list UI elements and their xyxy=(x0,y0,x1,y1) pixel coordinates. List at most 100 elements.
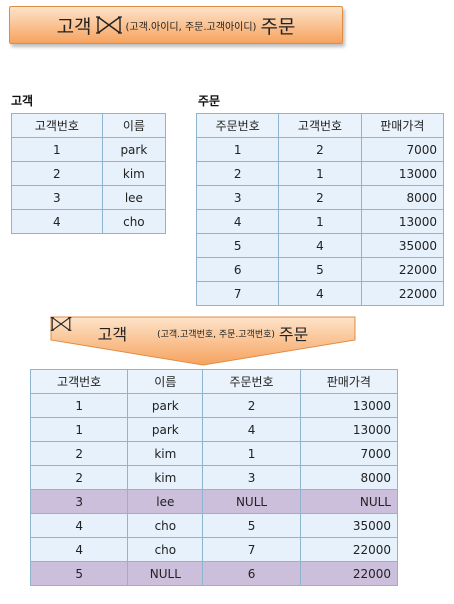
join-expression-banner: 고객 (고객.아이디, 주문.고객아이디) 주문 xyxy=(9,6,343,44)
table-cell: 4 xyxy=(278,233,362,258)
column-header: 주문번호 xyxy=(202,369,301,394)
table-cell: kim xyxy=(127,441,204,466)
column-header: 고객번호 xyxy=(278,113,362,138)
table-cell: 13000 xyxy=(360,209,445,234)
table-cell: 6 xyxy=(195,257,280,282)
column-header: 판매가격 xyxy=(299,369,399,394)
table-cell: 5 xyxy=(195,233,280,258)
table-cell: cho xyxy=(127,537,204,562)
table-cell: 1 xyxy=(11,137,103,162)
table-row: 4 1 13000 xyxy=(195,209,445,234)
table-row: 2 kim xyxy=(11,161,167,186)
column-header: 고객번호 xyxy=(11,113,103,138)
table-cell: 7 xyxy=(195,281,280,306)
banner-right-table: 주문 xyxy=(260,15,296,38)
table-cell: park xyxy=(127,417,204,442)
arrow-right-table: 주문 xyxy=(278,325,309,344)
table-cell: 1 xyxy=(29,393,129,418)
table-cell: 3 xyxy=(11,185,103,210)
orders-table: 주문번호 고객번호 판매가격 1 2 7000 2 1 13000 3 2 8000 4 1 13000 5… xyxy=(195,113,445,306)
table-row: 1 park 2 13000 xyxy=(29,393,399,418)
table-cell: NULL xyxy=(299,489,399,514)
table-cell: 3 xyxy=(29,489,129,514)
table-cell: 2 xyxy=(29,465,129,490)
table-cell: 4 xyxy=(11,209,103,234)
table-cell: 13000 xyxy=(299,393,399,418)
table-cell: 5 xyxy=(29,561,129,586)
table-cell: 2 xyxy=(11,161,103,186)
table-row: 2 kim 1 7000 xyxy=(29,441,399,466)
table-cell: 1 xyxy=(278,209,362,234)
table-cell: 7000 xyxy=(299,441,399,466)
table-cell: kim xyxy=(127,465,204,490)
customers-table: 고객번호 이름 1 park 2 kim 3 lee 4 cho xyxy=(11,113,167,234)
column-header: 이름 xyxy=(127,369,204,394)
table-row: 2 kim 3 8000 xyxy=(29,465,399,490)
full-outer-join-icon xyxy=(50,317,153,341)
orders-table-label: 주문 xyxy=(198,94,221,108)
table-row: 1 park xyxy=(11,137,167,162)
table-row: 4 cho xyxy=(11,209,167,234)
table-row: 7 4 22000 xyxy=(195,281,445,306)
table-cell: 2 xyxy=(29,441,129,466)
table-cell: 4 xyxy=(29,537,129,562)
table-cell: 35000 xyxy=(299,513,399,538)
table-cell: park xyxy=(101,137,167,162)
table-cell: 2 xyxy=(202,393,301,418)
table-cell: 22000 xyxy=(360,281,445,306)
table-cell: 22000 xyxy=(360,257,445,282)
table-cell: 2 xyxy=(195,161,280,186)
table-cell: 4 xyxy=(202,417,301,442)
table-cell: 7 xyxy=(202,537,301,562)
table-cell: 8000 xyxy=(360,185,445,210)
table-row: 3 2 8000 xyxy=(195,185,445,210)
table-cell: 4 xyxy=(278,281,362,306)
table-cell: 2 xyxy=(278,185,362,210)
table-cell: park xyxy=(127,393,204,418)
table-cell: NULL xyxy=(127,561,204,586)
table-cell: cho xyxy=(101,209,167,234)
column-header: 이름 xyxy=(101,113,167,138)
table-cell: 13000 xyxy=(360,161,445,186)
table-row: 2 1 13000 xyxy=(195,161,445,186)
table-cell: 3 xyxy=(202,465,301,490)
table-row: 4 cho 5 35000 xyxy=(29,513,399,538)
table-cell: 1 xyxy=(195,137,280,162)
join-result-arrow: 고객 (고객.고객번호, 주문.고객번호) 주문 xyxy=(50,316,356,366)
table-cell: 2 xyxy=(278,137,362,162)
table-cell: 5 xyxy=(278,257,362,282)
table-cell: 35000 xyxy=(360,233,445,258)
customers-table-label: 고객 xyxy=(11,94,34,108)
table-row: 1 2 7000 xyxy=(195,137,445,162)
table-cell: 5 xyxy=(202,513,301,538)
table-cell: kim xyxy=(101,161,167,186)
arrow-left-table: 고객 xyxy=(97,325,128,344)
table-cell: 1 xyxy=(202,441,301,466)
table-cell: 1 xyxy=(278,161,362,186)
result-table: 고객번호 이름 주문번호 판매가격 1 park 2 13000 1 park 4 13000 2 ki… xyxy=(29,369,399,586)
table-cell: 3 xyxy=(195,185,280,210)
table-cell: 7000 xyxy=(360,137,445,162)
table-cell: lee xyxy=(101,185,167,210)
banner-join-condition: (고객.아이디, 주문.고객아이디) xyxy=(125,21,257,33)
table-cell: 22000 xyxy=(299,561,399,586)
table-cell: 22000 xyxy=(299,537,399,562)
table-cell: lee xyxy=(127,489,204,514)
banner-left-table: 고객 xyxy=(56,15,92,38)
table-row: 5 4 35000 xyxy=(195,233,445,258)
table-cell: cho xyxy=(127,513,204,538)
table-cell: 1 xyxy=(29,417,129,442)
table-row: 5 NULL 6 22000 xyxy=(29,561,399,586)
table-row: 6 5 22000 xyxy=(195,257,445,282)
table-row: 3 lee xyxy=(11,185,167,210)
table-cell: 13000 xyxy=(299,417,399,442)
table-cell: 4 xyxy=(29,513,129,538)
column-header: 주문번호 xyxy=(195,113,280,138)
table-cell: 8000 xyxy=(299,465,399,490)
table-cell: NULL xyxy=(202,489,301,514)
full-outer-join-icon xyxy=(95,15,122,35)
column-header: 판매가격 xyxy=(360,113,445,138)
table-cell: 4 xyxy=(195,209,280,234)
arrow-join-condition: (고객.고객번호, 주문.고객번호) xyxy=(157,329,275,340)
table-row: 4 cho 7 22000 xyxy=(29,537,399,562)
